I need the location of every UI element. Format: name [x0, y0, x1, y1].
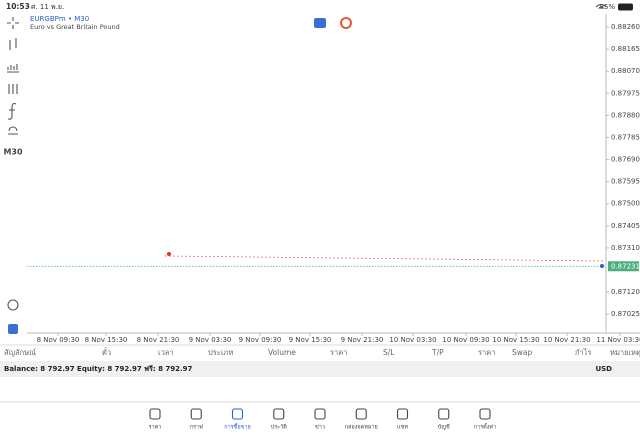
y-tick-label: 0.87500: [611, 200, 640, 208]
y-tick-label: 0.87310: [611, 244, 640, 252]
tab-label[interactable]: ประวัติ: [271, 424, 287, 431]
tab-label[interactable]: กล่องจดหมาย: [345, 425, 378, 431]
y-tick-label: 0.88070: [611, 67, 640, 75]
balance-text: Balance: 8 792.97 Equity: 8 792.97 ฟรี: …: [4, 365, 193, 373]
x-ticks: 8 Nov 09:30 8 Nov 15:30 8 Nov 21:30 9 Nov 0…: [37, 333, 640, 344]
column-header: ตั๋ว: [102, 347, 111, 357]
ask-line: [164, 255, 604, 262]
tab-label[interactable]: การตั้งค่า: [474, 423, 496, 431]
tab-label[interactable]: กราฟ: [190, 424, 203, 431]
timeframe-button[interactable]: M30: [3, 148, 23, 157]
tab-icon[interactable]: [438, 408, 450, 420]
x-tick-label: 8 Nov 09:30: [37, 336, 80, 344]
tab-icon[interactable]: [355, 408, 367, 420]
tab-label[interactable]: ราคา: [149, 425, 162, 431]
y-tick-label: 0.87120: [611, 288, 640, 296]
buy-button[interactable]: [340, 17, 352, 29]
column-header: ราคา: [330, 348, 347, 357]
y-tick-label: 0.88260: [611, 23, 640, 31]
status-battery: 85%: [599, 3, 615, 11]
y-tick-label: 0.87595: [611, 178, 640, 186]
x-tick-label: 10 Nov 15:30: [492, 336, 539, 344]
tab-icon[interactable]: [149, 408, 161, 420]
status-time: 10:53: [6, 2, 30, 11]
x-tick-label: 10 Nov 09:30: [442, 336, 489, 344]
x-tick-label: 9 Nov 15:30: [289, 336, 332, 344]
tab-icon[interactable]: [314, 408, 326, 420]
status-date: ศ. 11 พ.ย.: [31, 3, 64, 11]
crosshair-tool[interactable]: [7, 17, 19, 29]
x-tick-label: 10 Nov 21:30: [543, 336, 590, 344]
wifi-icon: [595, 3, 607, 9]
tab-icon[interactable]: [231, 408, 244, 420]
balance-bar: [0, 361, 640, 377]
column-header: ราคา: [478, 348, 495, 357]
y-tick-label: 0.87880: [611, 111, 640, 119]
battery-icon: [618, 3, 633, 11]
y-tick-label: 0.87025: [611, 310, 640, 318]
y-tick-label: 0.88165: [611, 45, 640, 53]
trade-tool[interactable]: [7, 299, 19, 311]
x-tick-label: 10 Nov 03:30: [389, 336, 436, 344]
y-tick-label: 0.87785: [611, 133, 640, 141]
column-header: สัญลักษณ์: [4, 348, 36, 357]
objects-tool[interactable]: [8, 126, 18, 135]
y-tick-label: 0.87405: [611, 222, 640, 230]
column-header: ประเภท: [208, 348, 233, 357]
tab-label[interactable]: แชท: [397, 424, 408, 431]
tab-icon[interactable]: [190, 408, 202, 420]
column-header: เวลา: [158, 348, 174, 357]
tab-label[interactable]: ข่าว: [315, 425, 325, 431]
candles-tool[interactable]: [9, 38, 17, 50]
table-header: สัญลักษณ์ ตั๋ว เวลา ประเภท Volume ราคา S/L T/P ร…: [4, 347, 640, 357]
tab-label[interactable]: การซื้อขาย: [224, 423, 250, 431]
chart-subtitle: Euro vs Great Britain Pound: [30, 23, 120, 31]
indicators-tool[interactable]: [8, 84, 18, 94]
bars-tool[interactable]: [7, 64, 19, 73]
current-price-label: 0.87231: [611, 262, 640, 270]
tab-icon[interactable]: [479, 408, 491, 420]
x-tick-label: 9 Nov 03:30: [189, 336, 232, 344]
column-header: Swap: [512, 348, 532, 357]
current-price-box: [608, 261, 639, 272]
x-tick-label: 11 Nov 03:30: [596, 336, 640, 344]
one-click-tool[interactable]: [8, 324, 18, 334]
last-price-dot: [600, 264, 604, 269]
column-header: หมายเหตุ: [610, 348, 640, 357]
chart-title: EURGBPm • M30: [30, 15, 89, 23]
tab-label[interactable]: บัญชี: [438, 424, 450, 431]
column-header: กำไร: [575, 348, 592, 357]
x-tick-label: 8 Nov 15:30: [85, 336, 128, 344]
trade-marker: [167, 252, 171, 256]
x-tick-label: 9 Nov 21:30: [341, 336, 384, 344]
column-header: S/L: [383, 348, 395, 357]
y-tick-label: 0.87690: [611, 156, 640, 164]
sell-button[interactable]: [314, 18, 326, 28]
column-header: Volume: [268, 348, 296, 357]
function-tool[interactable]: [7, 102, 17, 120]
y-tick-label: 0.87975: [611, 89, 640, 97]
left-toolbar: M30: [3, 17, 23, 334]
tab-icon[interactable]: [273, 408, 285, 420]
tab-icon[interactable]: [396, 408, 409, 420]
column-header: T/P: [431, 348, 444, 357]
x-tick-label: 8 Nov 21:30: [137, 336, 180, 344]
x-tick-label: 9 Nov 09:30: [239, 336, 282, 344]
balance-currency: USD: [595, 365, 612, 373]
